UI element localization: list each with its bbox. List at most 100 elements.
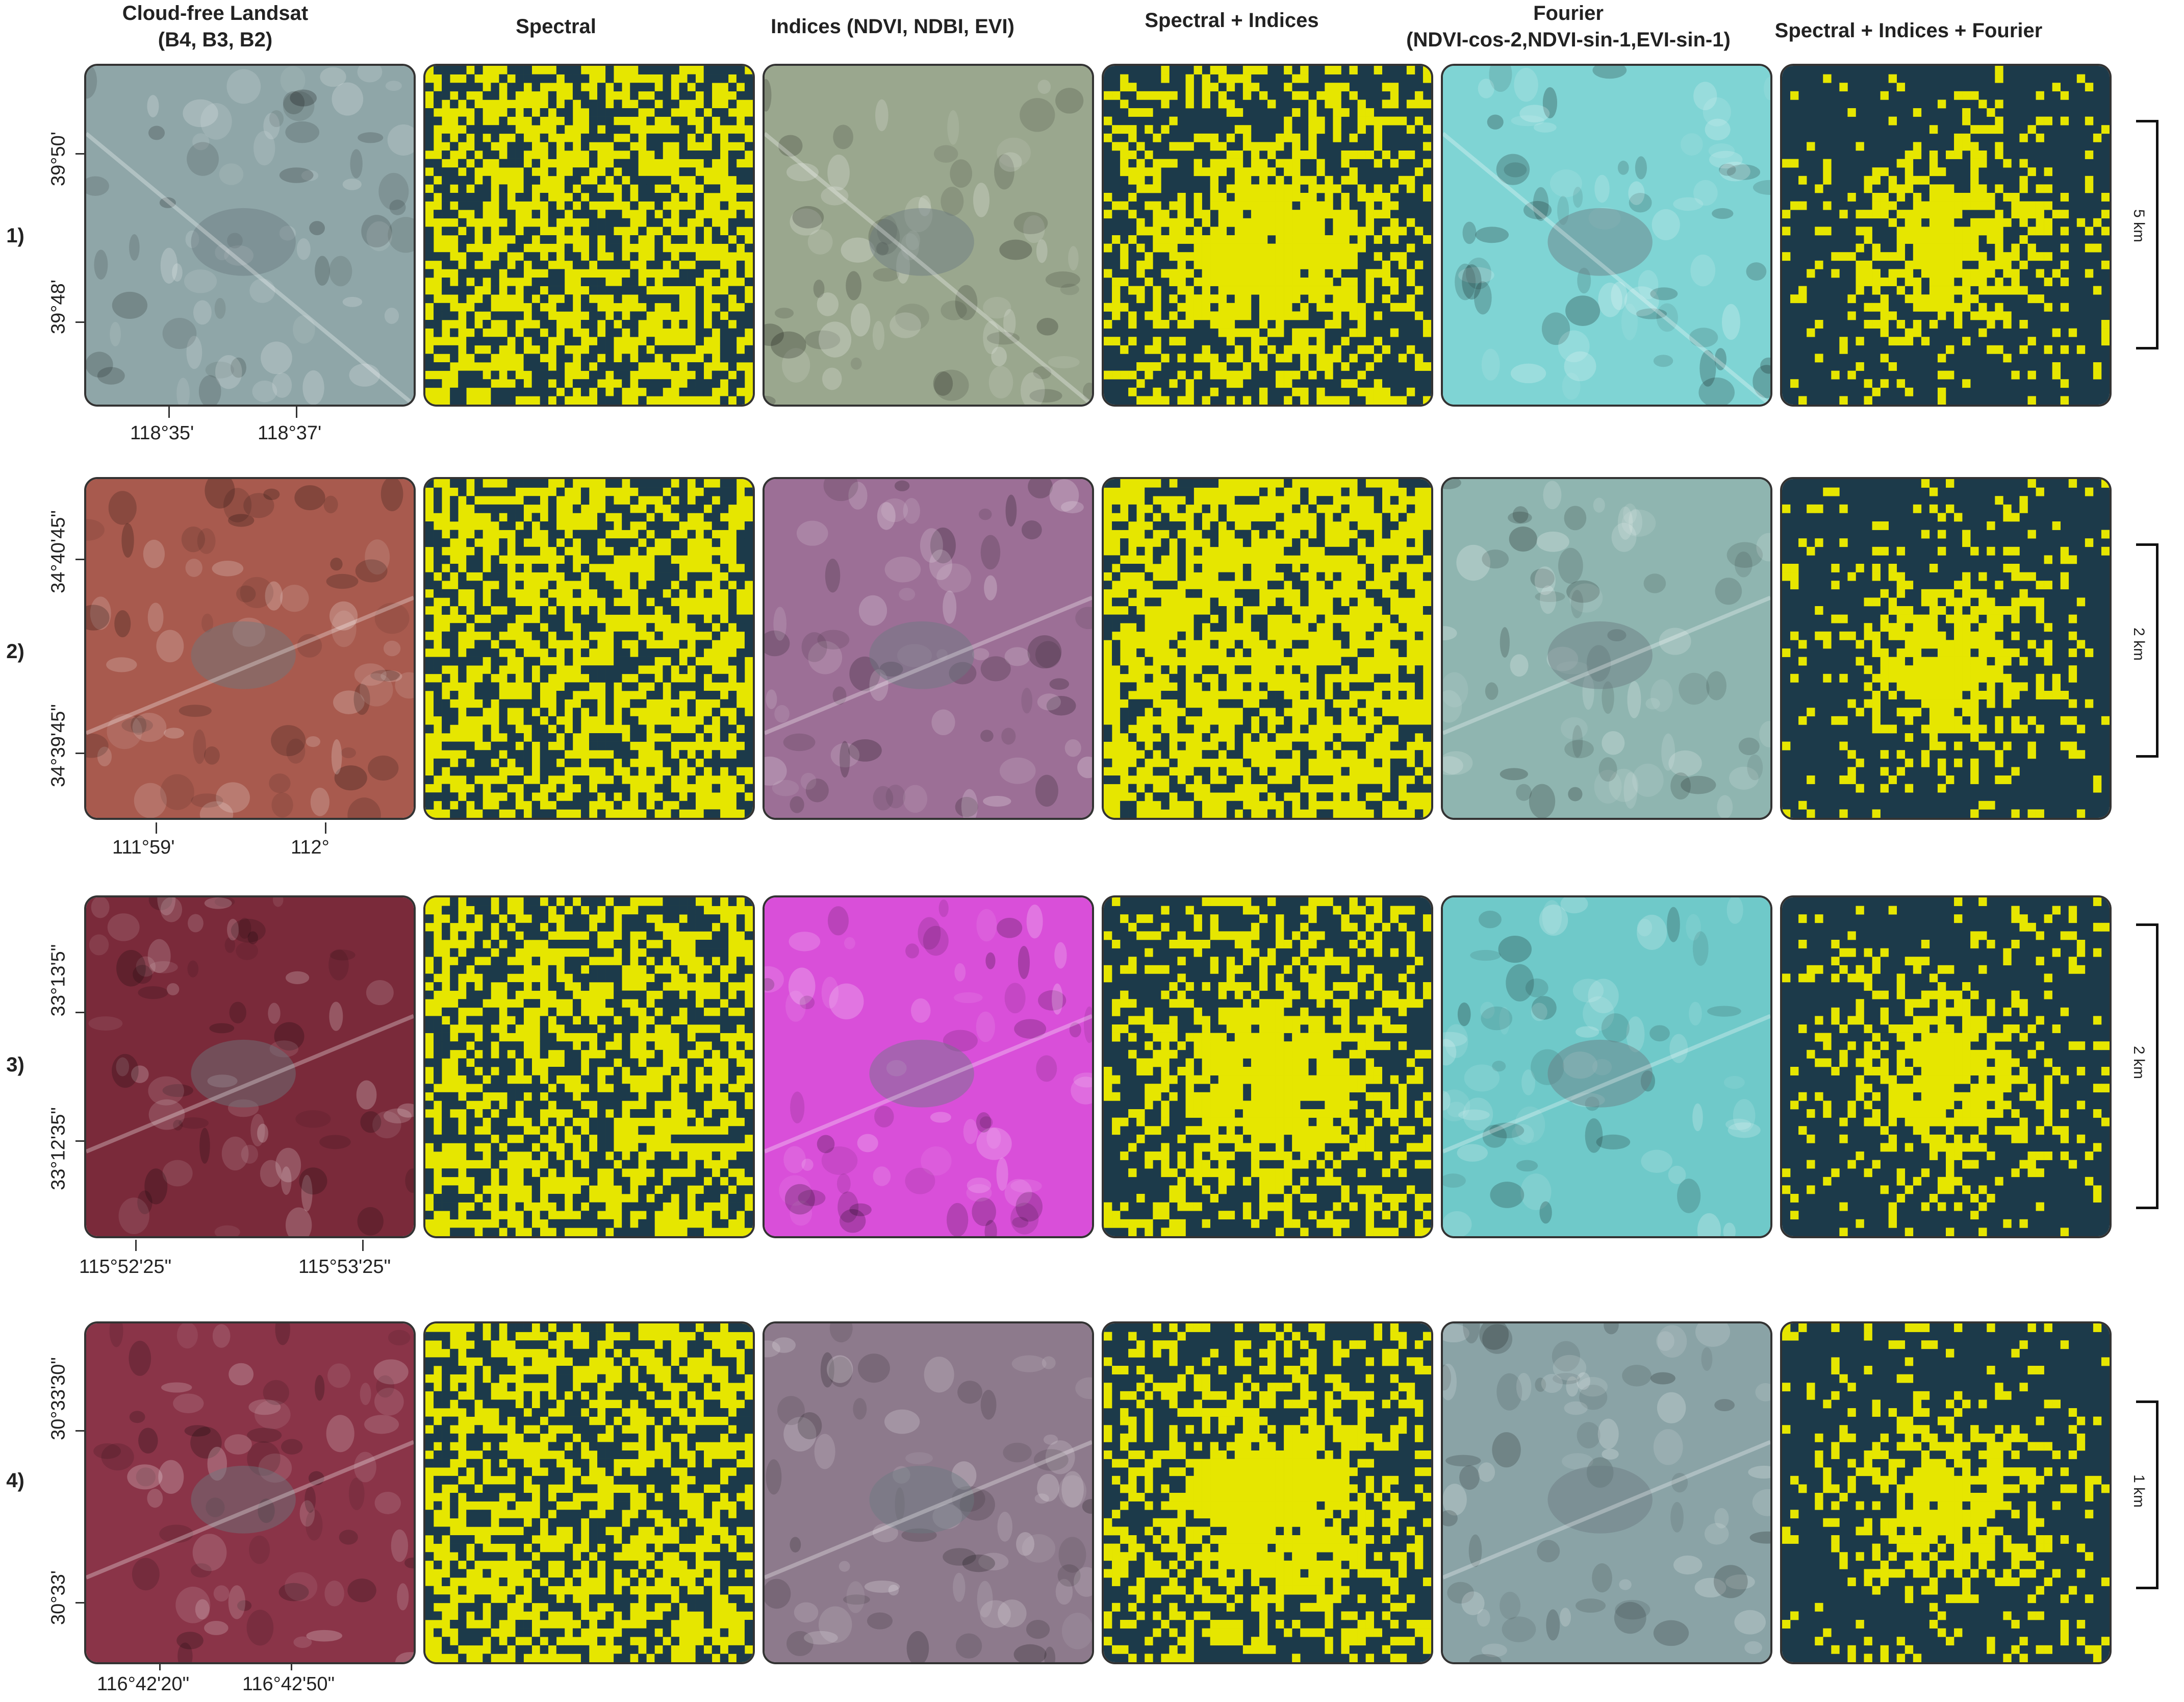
classified-pixel [728, 387, 737, 396]
classified-pixel [1267, 699, 1276, 708]
classified-pixel [736, 957, 745, 966]
texture-patch [778, 135, 803, 157]
classified-pixel [1242, 328, 1252, 337]
classified-pixel [712, 965, 721, 974]
classified-pixel [2019, 682, 2028, 691]
classified-pixel [531, 227, 541, 236]
classified-pixel [1284, 479, 1292, 488]
classified-pixel [1202, 303, 1210, 312]
classified-pixel [572, 708, 581, 717]
classified-pixel [1921, 665, 1930, 674]
classified-pixel [1267, 767, 1276, 776]
classified-pixel [580, 487, 590, 496]
classified-pixel [1251, 775, 1260, 784]
classified-pixel [548, 530, 557, 539]
classified-pixel [1120, 278, 1129, 286]
classified-pixel [1169, 691, 1178, 699]
classified-pixel [1929, 691, 1938, 699]
classified-pixel [1995, 303, 2003, 312]
classified-pixel [507, 504, 516, 513]
classified-pixel [1292, 260, 1301, 269]
texture-patch [112, 1054, 139, 1088]
classified-pixel [2044, 581, 2052, 590]
classified-pixel [1921, 750, 1930, 759]
classified-pixel [1390, 767, 1399, 776]
classified-pixel [1414, 354, 1424, 363]
classified-pixel [1807, 328, 1815, 337]
classified-pixel [1349, 227, 1358, 236]
classified-pixel [671, 521, 679, 530]
classified-pixel [1316, 792, 1325, 802]
texture-patch [329, 256, 352, 287]
classified-pixel [1226, 521, 1235, 530]
classified-pixel [605, 767, 614, 776]
classified-pixel [2027, 210, 2036, 219]
texture-patch [936, 649, 948, 660]
classified-pixel [1365, 193, 1374, 202]
classified-pixel [1284, 311, 1292, 320]
texture-patch [897, 644, 932, 667]
classified-pixel [2027, 479, 2036, 488]
classified-pixel [2060, 555, 2069, 564]
classified-pixel [1242, 589, 1252, 598]
classified-pixel [1153, 708, 1161, 717]
classified-pixel [1259, 623, 1268, 632]
classified-pixel [1112, 1219, 1121, 1228]
classified-pixel [736, 792, 745, 802]
classified-pixel [450, 623, 459, 632]
classified-pixel [671, 758, 679, 767]
panel-row1-col2 [423, 64, 755, 407]
classified-pixel [425, 362, 434, 371]
classified-pixel [1954, 243, 1963, 253]
classified-pixel [1987, 631, 1995, 640]
classified-pixel [597, 1152, 606, 1160]
texture-patch [1546, 646, 1579, 671]
classified-pixel [638, 1202, 647, 1211]
classified-pixel [1946, 657, 1954, 666]
classified-pixel [605, 1075, 614, 1084]
classified-pixel [687, 1117, 696, 1127]
classified-pixel [1995, 345, 2003, 354]
classified-pixel [1423, 546, 1431, 556]
classified-pixel [491, 504, 499, 513]
classified-pixel [589, 1219, 598, 1228]
classified-pixel [622, 1049, 630, 1059]
classified-pixel [589, 278, 598, 286]
classified-pixel [1365, 733, 1374, 742]
texture-patch [1565, 295, 1601, 326]
classified-pixel [1104, 337, 1112, 346]
texture-patch [269, 1040, 299, 1058]
classified-pixel [663, 724, 671, 734]
classified-pixel [466, 1092, 475, 1101]
classified-pixel [2011, 210, 2020, 219]
classified-pixel [663, 914, 671, 923]
classified-pixel [2027, 125, 2036, 134]
classified-pixel [1398, 724, 1407, 734]
classified-pixel [1349, 708, 1358, 717]
classified-pixel [1153, 167, 1161, 177]
classified-pixel [556, 708, 565, 717]
classified-pixel [671, 1024, 679, 1033]
classified-pixel [589, 640, 598, 649]
classified-pixel [450, 1202, 459, 1211]
classified-pixel [589, 354, 598, 363]
classified-pixel [458, 572, 467, 581]
classified-pixel [654, 1194, 663, 1203]
classified-pixel [1937, 227, 1946, 236]
classified-pixel [2068, 648, 2077, 657]
classified-pixel [1937, 673, 1946, 683]
classified-pixel [499, 504, 507, 513]
classified-pixel [1276, 750, 1284, 759]
classified-pixel [1382, 555, 1391, 564]
classified-pixel [556, 370, 565, 380]
classified-pixel [1880, 750, 1889, 759]
texture-patch [224, 937, 236, 953]
classified-pixel [622, 657, 630, 666]
classified-pixel [450, 1007, 459, 1016]
classified-pixel [663, 750, 671, 759]
classified-pixel [1880, 589, 1889, 598]
classified-pixel [1970, 589, 1979, 598]
classified-pixel [474, 337, 483, 346]
classified-pixel [450, 741, 459, 750]
classified-pixel [744, 897, 753, 906]
